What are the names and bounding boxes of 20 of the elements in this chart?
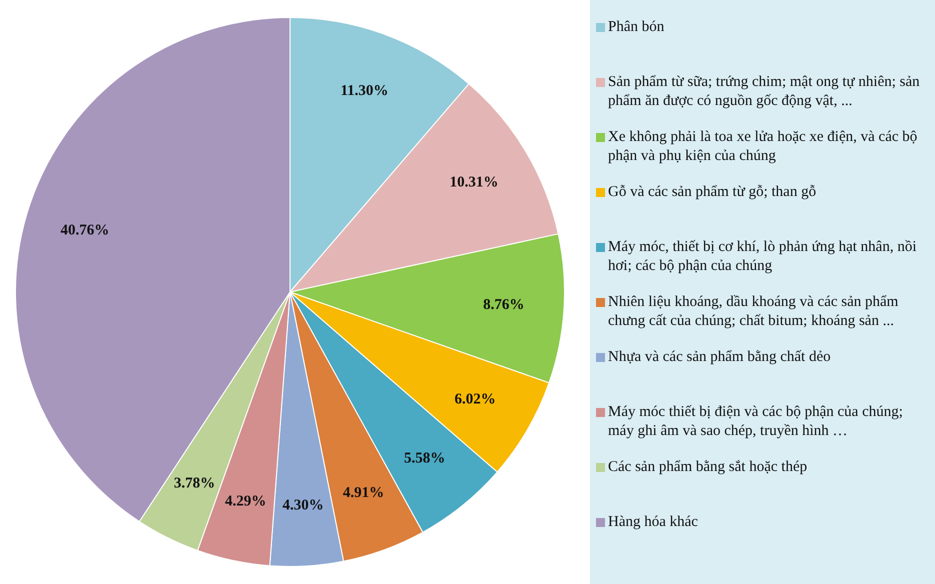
legend-label: Nhựa và các sản phẩm bằng chất dẻo xyxy=(608,348,831,367)
data-label: 40.76% xyxy=(60,222,110,239)
legend-label: Gỗ và các sản phẩm từ gỗ; than gỗ xyxy=(608,183,816,202)
legend-label: Nhiên liệu khoáng, dầu khoáng và các sản phẩm chưng cất của chúng; chất bitum; khoáng sản ... xyxy=(608,293,900,331)
data-label: 11.30% xyxy=(340,83,388,100)
data-label: 10.31% xyxy=(450,174,498,190)
legend-label: Xe không phải là toa xe lửa hoặc xe điện, và các bộ phận và phụ kiện của chúng xyxy=(608,128,918,166)
data-label: 6.02% xyxy=(454,391,496,408)
data-label: 5.58% xyxy=(404,450,446,466)
legend-label: Phân bón xyxy=(608,18,664,37)
legend-label: Hàng hóa khác xyxy=(608,513,698,532)
legend-label: Máy móc thiết bị điện và các bộ phận của chúng; máy ghi âm và sao chép, truyền hình … xyxy=(608,403,904,441)
data-label: 4.29% xyxy=(225,493,266,510)
data-label: 8.76% xyxy=(483,297,524,314)
data-label: 3.78% xyxy=(174,476,216,492)
legend-label: Máy móc, thiết bị cơ khí, lò phản ứng hạt nhân, nồi hơi; các bộ phận của chúng xyxy=(608,238,918,276)
data-label: 4.91% xyxy=(342,484,384,501)
legend-label: Các sản phẩm bằng sắt hoặc thép xyxy=(608,458,808,477)
legend-label: Sản phẩm từ sữa; trứng chim; mật ong tự nhiên; sản phẩm ăn được có nguồn gốc động vật, ... xyxy=(608,73,921,111)
data-label: 4.30% xyxy=(282,498,324,514)
